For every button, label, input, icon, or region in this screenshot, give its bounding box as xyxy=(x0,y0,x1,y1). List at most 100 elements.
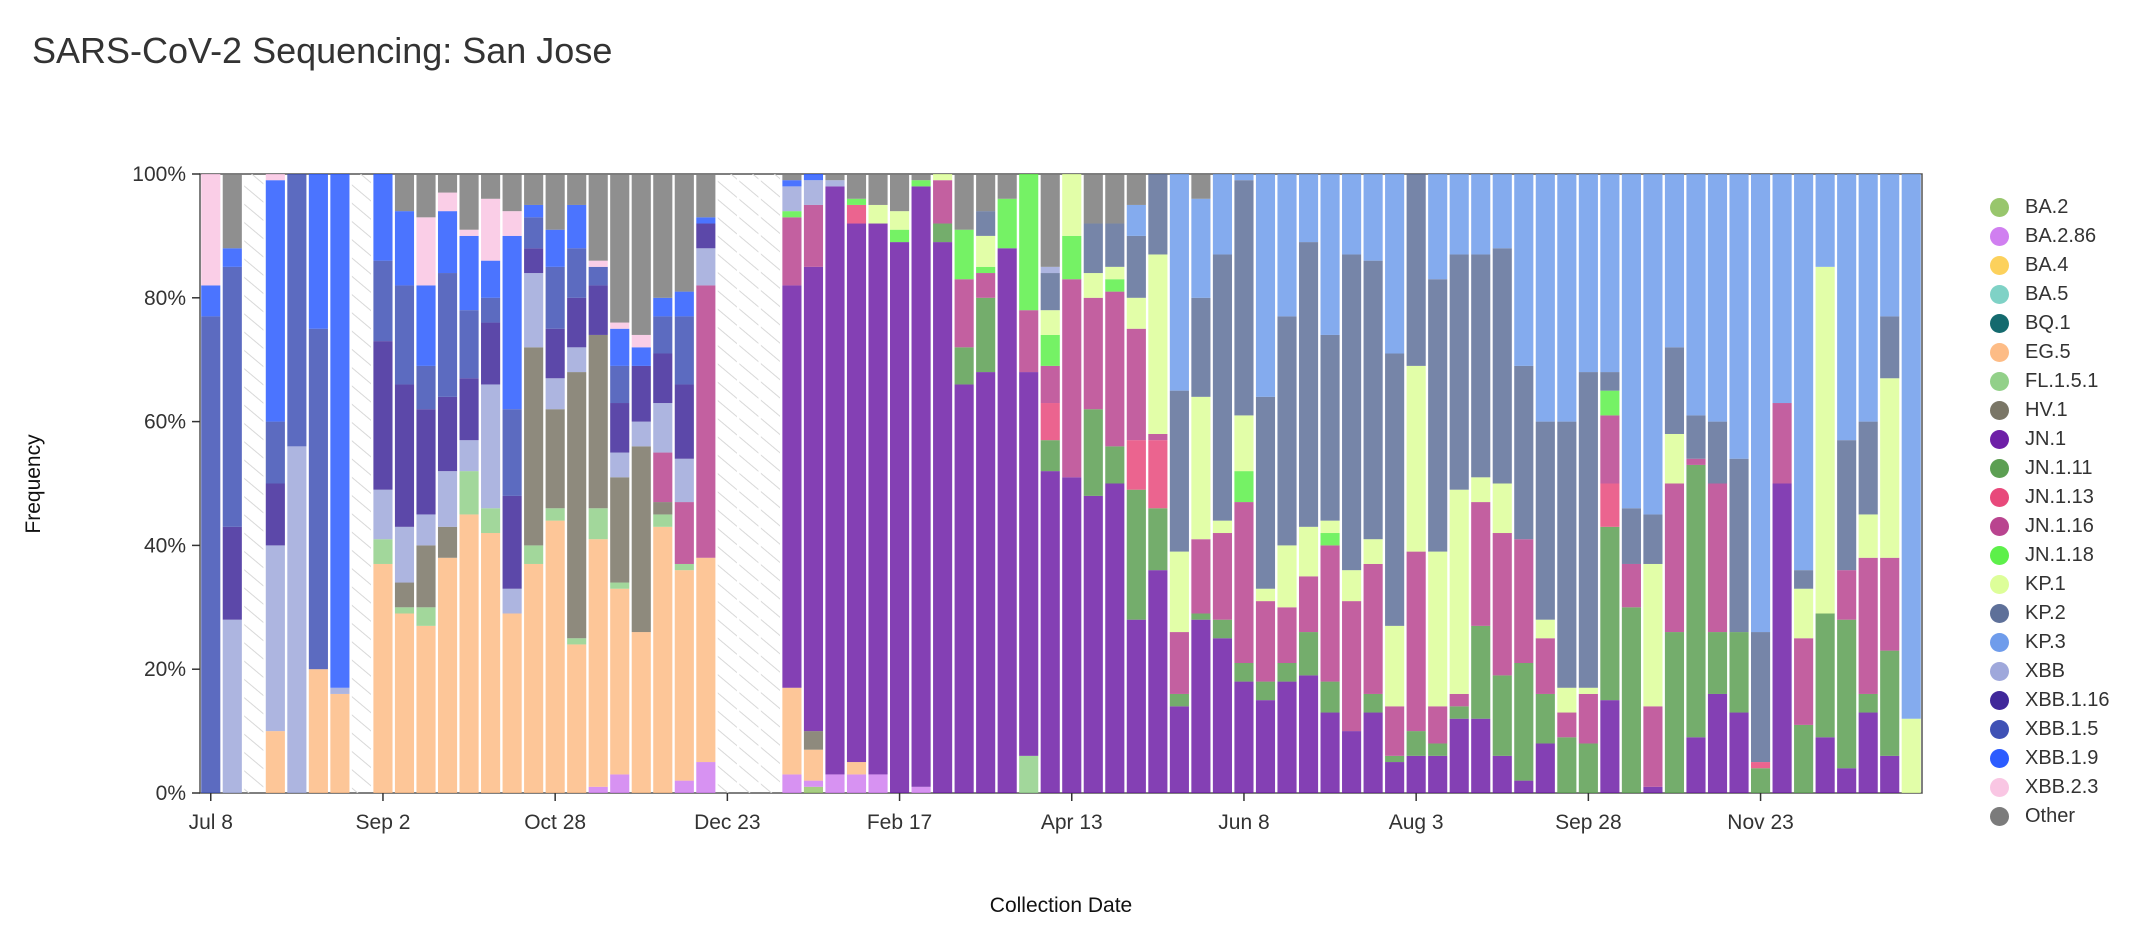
bar-segment xyxy=(502,174,522,212)
bar-segment xyxy=(1837,570,1857,620)
bar-segment xyxy=(1083,273,1103,298)
bar-segment xyxy=(1621,563,1641,608)
bar-segment xyxy=(1686,458,1706,465)
bar-segment xyxy=(1643,563,1663,707)
bar-segment xyxy=(1492,174,1512,249)
legend-label: BQ.1 xyxy=(2025,312,2071,334)
bar-segment xyxy=(437,557,458,793)
legend-swatch xyxy=(1990,720,2009,739)
bar-segment xyxy=(1492,533,1512,676)
bar-segment xyxy=(1428,279,1448,552)
bar-segment xyxy=(890,211,910,230)
bar-segment xyxy=(1664,174,1685,348)
bar-segment xyxy=(911,174,931,181)
x-tick-label: Jul 8 xyxy=(189,811,233,834)
bar-segment xyxy=(1428,706,1448,744)
bar-segment xyxy=(1212,254,1232,521)
bar-segment xyxy=(588,260,608,267)
bar-segment xyxy=(545,378,565,410)
bar-segment xyxy=(1406,365,1426,552)
bar-segment xyxy=(437,396,458,472)
bar-segment xyxy=(1729,174,1749,459)
bar-segment xyxy=(782,687,802,775)
bar-segment xyxy=(524,347,544,546)
bar-segment xyxy=(373,563,393,793)
bar-segment xyxy=(1406,731,1426,756)
bar-segment xyxy=(1234,471,1254,503)
bar-segment xyxy=(911,186,931,787)
bar-segment xyxy=(394,285,415,385)
bar-segment xyxy=(954,279,974,348)
bar-segment xyxy=(803,749,824,781)
legend-swatch xyxy=(1990,488,2009,507)
bar-segment xyxy=(1449,693,1469,707)
bar-segment xyxy=(1794,724,1814,793)
bar-segment xyxy=(1621,607,1641,793)
bar-segment xyxy=(1298,526,1319,577)
bar-segment xyxy=(803,204,824,267)
bar-segment xyxy=(1126,440,1146,490)
bar-segment xyxy=(1363,712,1383,793)
legend-swatch xyxy=(1990,198,2009,217)
bar-segment xyxy=(1320,533,1340,546)
bar-segment xyxy=(1643,706,1663,787)
x-tick-label: Sep 2 xyxy=(356,811,411,834)
no-data-bar xyxy=(244,174,264,793)
legend-swatch xyxy=(1990,256,2009,275)
bar-segment xyxy=(1083,409,1103,496)
bar-segment xyxy=(1298,174,1319,243)
bar-segment xyxy=(308,174,328,329)
legend-swatch xyxy=(1990,430,2009,449)
bar-segment xyxy=(1643,174,1663,515)
y-tick-label: 100% xyxy=(132,163,186,186)
bar-segment xyxy=(803,174,824,181)
bar-segment xyxy=(782,217,802,286)
bar-segment xyxy=(1858,693,1878,713)
bar-segment xyxy=(1320,681,1340,713)
legend-label: JN.1.11 xyxy=(2025,457,2093,479)
bar-segment xyxy=(1557,421,1577,688)
bar-segment xyxy=(1320,520,1340,534)
bar-segment xyxy=(524,545,544,564)
bar-segment xyxy=(610,588,630,775)
bar-segment xyxy=(782,180,802,187)
legend-label: JN.1.13 xyxy=(2025,486,2094,508)
legend-label: XBB.1.5 xyxy=(2025,718,2099,740)
bar-segment xyxy=(696,223,716,249)
bar-segment xyxy=(825,774,845,793)
bar-segment xyxy=(1492,248,1512,484)
bar-segment xyxy=(1772,483,1792,793)
bar-segment xyxy=(933,174,953,181)
bar-segment xyxy=(803,266,824,732)
legend-label: XBB xyxy=(2025,660,2066,682)
bar-segment xyxy=(1794,174,1814,571)
bar-segment xyxy=(846,174,867,199)
y-tick-label: 60% xyxy=(144,411,186,434)
bar-segment xyxy=(567,297,587,348)
legend-label: XBB.2.3 xyxy=(2025,776,2099,798)
bar-segment xyxy=(1277,607,1297,664)
bar-segment xyxy=(1600,700,1620,793)
plot-area xyxy=(199,173,1923,794)
bar-segment xyxy=(1492,483,1512,534)
bar-segment xyxy=(481,533,501,793)
bar-segment xyxy=(588,266,608,286)
bar-segment xyxy=(1040,403,1060,441)
bar-segment xyxy=(1772,403,1792,484)
bar-segment xyxy=(394,582,415,608)
bar-segment xyxy=(1169,632,1189,694)
bar-segment xyxy=(287,174,307,447)
y-tick-label: 80% xyxy=(144,287,186,310)
bar-segment xyxy=(1664,433,1685,484)
bar-segment xyxy=(674,291,694,317)
bar-segment xyxy=(373,341,393,490)
bar-segment xyxy=(868,174,888,205)
bar-segment xyxy=(1514,365,1534,540)
x-tick-label: Nov 23 xyxy=(1727,811,1794,834)
bar-segment xyxy=(567,638,587,645)
bar-segment xyxy=(1212,520,1232,534)
bar-segment xyxy=(481,322,501,385)
bar-segment xyxy=(1729,458,1749,633)
bar-segment xyxy=(524,563,544,793)
legend-swatch xyxy=(1990,285,2009,304)
